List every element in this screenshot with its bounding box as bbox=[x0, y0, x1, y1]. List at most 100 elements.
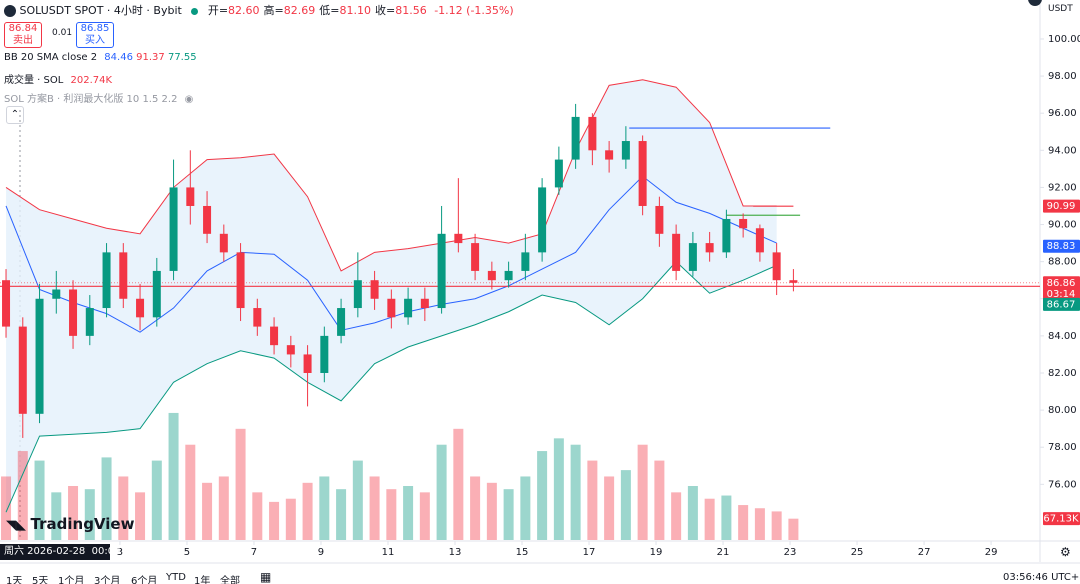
buy-button[interactable]: 86.85 买入 bbox=[76, 22, 114, 48]
collapse-button[interactable]: ⌃ bbox=[6, 106, 24, 124]
candle-body bbox=[387, 298, 396, 318]
settings-icon[interactable]: ⚙ bbox=[1060, 545, 1071, 559]
volume-bar bbox=[654, 460, 665, 540]
bb-name: BB 20 SMA close 2 bbox=[4, 52, 98, 63]
ohlc-sep: = bbox=[385, 4, 396, 17]
candles bbox=[2, 103, 798, 438]
volume-label: 67.13K bbox=[1043, 514, 1079, 525]
y-tick-label: 98.00 bbox=[1048, 71, 1077, 82]
candle-body bbox=[437, 233, 446, 309]
range-button[interactable]: 全部 bbox=[220, 576, 240, 584]
crosshair-label: 周六 2026-02-28 00:00 bbox=[0, 544, 120, 560]
volume-bar bbox=[419, 492, 430, 540]
volume-bar bbox=[285, 498, 296, 540]
volume-bar bbox=[101, 457, 112, 540]
volume-bar bbox=[486, 482, 497, 540]
candle-body bbox=[370, 280, 379, 299]
candle-body bbox=[655, 205, 664, 234]
candle-body bbox=[320, 335, 329, 373]
symbol[interactable]: SOLUSDT SPOT · 4小时 · Bybit bbox=[19, 4, 182, 17]
ohlc-sep: = bbox=[218, 4, 229, 17]
coin-icon bbox=[4, 5, 16, 17]
range-button[interactable]: 3个月 bbox=[94, 576, 121, 584]
candle-body bbox=[538, 187, 547, 253]
volume-bar bbox=[252, 492, 263, 540]
volume-bar bbox=[68, 486, 79, 540]
candle-body bbox=[236, 252, 245, 309]
volume-bar bbox=[570, 444, 581, 540]
y-tick-label: 84.00 bbox=[1048, 331, 1077, 342]
x-tick-label: 5 bbox=[184, 547, 190, 558]
x-tick-label: 25 bbox=[851, 547, 864, 558]
range-button[interactable]: 1个月 bbox=[58, 576, 85, 584]
x-tick-label: 15 bbox=[516, 547, 529, 558]
candle-body bbox=[102, 252, 111, 309]
strategy: SOL 方案B · 利润最大化版 10 1.5 2.2 bbox=[4, 94, 178, 105]
volume-bar bbox=[202, 482, 213, 540]
band-line bbox=[5, 79, 777, 272]
volume-bar bbox=[269, 501, 280, 540]
bb-value: 77.55 bbox=[167, 52, 197, 63]
volume-bar bbox=[671, 492, 682, 540]
volume-bars bbox=[1, 412, 799, 540]
x-tick-label: 27 bbox=[918, 547, 931, 558]
volume-legend: 成交量 · SOL 202.74K bbox=[4, 71, 112, 86]
ohlc-label: 高 bbox=[263, 4, 275, 17]
x-tick-label: 11 bbox=[382, 547, 395, 558]
volume-bar bbox=[754, 508, 765, 540]
y-tick-label: 94.00 bbox=[1048, 145, 1077, 156]
y-tick-label: 76.00 bbox=[1048, 479, 1077, 490]
y-tick-label: 80.00 bbox=[1048, 405, 1077, 416]
volume-bar bbox=[788, 518, 799, 540]
range-button[interactable]: 1年 bbox=[194, 576, 211, 584]
logo: ◥◣ TradingView bbox=[6, 515, 135, 533]
sell-button[interactable]: 86.84 卖出 bbox=[4, 22, 42, 48]
candle-body bbox=[69, 289, 78, 336]
bb-value: 91.37 bbox=[136, 52, 165, 63]
calendar-icon[interactable]: ▦ bbox=[260, 570, 272, 584]
band-line bbox=[5, 260, 777, 513]
candle-body bbox=[169, 187, 178, 271]
volume-bar bbox=[386, 489, 397, 540]
candle-body bbox=[789, 280, 798, 283]
price-label-box bbox=[1043, 276, 1080, 301]
volume-bar bbox=[771, 511, 782, 540]
volume-bar bbox=[135, 492, 146, 540]
volume-bar bbox=[721, 495, 732, 540]
candle-body bbox=[152, 270, 161, 318]
volume-bar bbox=[503, 489, 514, 540]
x-tick-label: 19 bbox=[650, 547, 663, 558]
candle-body bbox=[85, 308, 94, 336]
buy-price: 86.85 bbox=[80, 23, 110, 34]
ohlc-label: 低 bbox=[319, 4, 331, 17]
volume-bar bbox=[687, 486, 698, 540]
candle-body bbox=[739, 218, 748, 229]
candle-body bbox=[705, 243, 714, 253]
price-label: 88.83 bbox=[1047, 241, 1076, 252]
candle-body bbox=[772, 252, 781, 281]
candle-body bbox=[303, 354, 312, 373]
y-tick-label: 88.00 bbox=[1048, 257, 1077, 268]
candle-body bbox=[471, 243, 480, 271]
clock: 03:56:46 UTC+8 bbox=[1003, 572, 1080, 583]
y-tick-label: 82.00 bbox=[1048, 368, 1077, 379]
candle-body bbox=[270, 326, 279, 346]
x-tick-label: 13 bbox=[449, 547, 462, 558]
logo-text: TradingView bbox=[30, 515, 135, 533]
range-button[interactable]: 5天 bbox=[32, 576, 49, 584]
price-label: 86.86 bbox=[1047, 278, 1076, 289]
range-button[interactable]: 6个月 bbox=[131, 576, 158, 584]
volume-bar bbox=[738, 505, 749, 540]
range-button[interactable]: 1天 bbox=[6, 576, 23, 584]
volume-bar bbox=[520, 476, 531, 540]
eye-icon[interactable]: ◉ bbox=[184, 94, 194, 105]
avatar[interactable] bbox=[1028, 0, 1042, 6]
candle-body bbox=[688, 243, 697, 271]
header-line: SOLUSDT SPOT · 4小时 · Bybit 开=82.60 高=82.6… bbox=[4, 2, 514, 18]
range-button[interactable]: YTD bbox=[166, 572, 186, 583]
ohlc-label: 收 bbox=[374, 4, 386, 17]
currency[interactable]: USDT bbox=[1048, 4, 1073, 14]
candle-body bbox=[52, 289, 61, 299]
change: -1.12 (-1.35%) bbox=[434, 4, 514, 17]
sell-price: 86.84 bbox=[8, 23, 38, 34]
